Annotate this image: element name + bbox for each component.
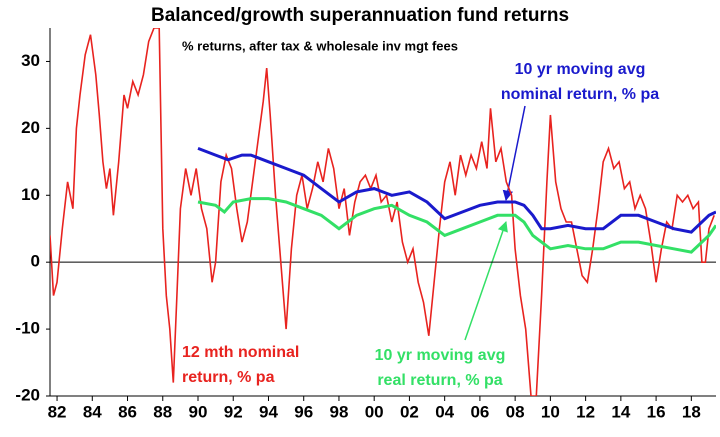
series-annotation: return, % pa — [182, 369, 275, 386]
x-tick-label: 94 — [259, 402, 278, 421]
annotation-arrow — [464, 221, 508, 341]
x-tick-label: 90 — [189, 402, 208, 421]
series-line — [197, 146, 716, 234]
x-tick-label: 88 — [153, 402, 172, 421]
series-line — [197, 197, 716, 254]
x-tick-label: 84 — [83, 402, 102, 421]
series-annotation: nominal return, % pa — [501, 86, 659, 103]
x-tick-label: 08 — [506, 402, 525, 421]
series-line — [50, 28, 715, 396]
annotation-arrow — [502, 105, 526, 202]
y-tick-label: -10 — [15, 319, 40, 338]
x-tick-label: 04 — [435, 402, 454, 421]
x-tick-label: 86 — [118, 402, 137, 421]
y-tick-label: 20 — [21, 118, 40, 137]
y-tick-label: 0 — [31, 252, 40, 271]
series-annotation: 12 mth nominal — [182, 344, 299, 361]
y-tick-label: -20 — [15, 385, 40, 404]
y-tick-label: 30 — [21, 51, 40, 70]
series-annotation: 10 yr moving avg — [515, 61, 646, 78]
x-tick-label: 06 — [470, 402, 489, 421]
x-tick-label: 98 — [329, 402, 348, 421]
x-tick-label: 96 — [294, 402, 313, 421]
x-tick-label: 18 — [682, 402, 701, 421]
chart-title: Balanced/growth superannuation fund retu… — [151, 5, 569, 26]
x-tick-label: 82 — [48, 402, 67, 421]
x-tick-label: 14 — [611, 402, 630, 421]
x-tick-label: 00 — [365, 402, 384, 421]
series-annotation: 10 yr moving avg — [375, 347, 506, 364]
x-tick-label: 02 — [400, 402, 419, 421]
x-tick-label: 92 — [224, 402, 243, 421]
chart-subtitle: % returns, after tax & wholesale inv mgt… — [182, 38, 458, 53]
x-tick-label: 12 — [576, 402, 595, 421]
y-tick-label: 10 — [21, 185, 40, 204]
x-tick-label: 16 — [647, 402, 666, 421]
series-annotation: real return, % pa — [377, 372, 502, 389]
x-tick-label: 10 — [541, 402, 560, 421]
